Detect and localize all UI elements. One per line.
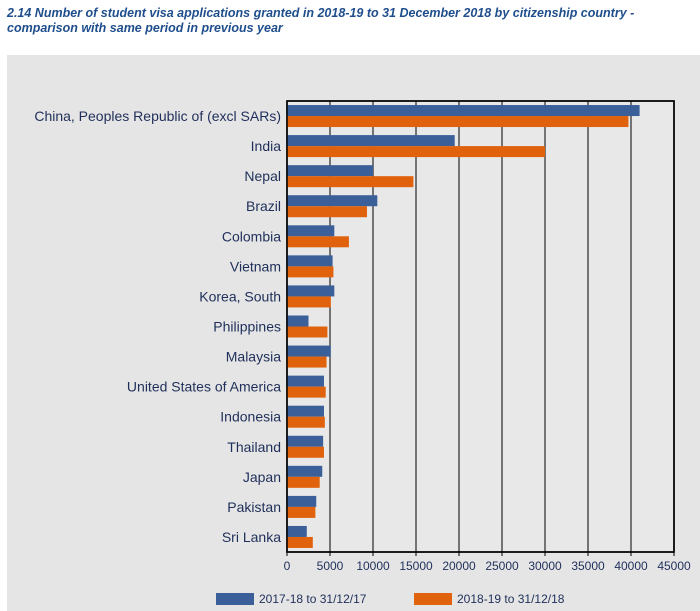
bar-2017-18-10 — [287, 405, 324, 417]
x-tick-label-15000: 15000 — [399, 559, 433, 573]
category-label: India — [251, 138, 282, 154]
category-label: Malaysia — [226, 349, 281, 365]
category-label: Pakistan — [227, 499, 281, 515]
bar-2018-19-1 — [287, 146, 545, 158]
bar-2017-18-0 — [287, 105, 640, 117]
plot-border — [286, 100, 675, 553]
x-tick-label-5000: 5000 — [317, 559, 344, 573]
category-label: Vietnam — [230, 258, 281, 274]
x-tick-label-25000: 25000 — [485, 559, 519, 573]
bar-2018-19-13 — [287, 506, 316, 518]
legend-label-2017-18: 2017-18 to 31/12/17 — [259, 592, 367, 606]
bar-2018-19-3 — [287, 206, 367, 218]
x-tick-label-30000: 30000 — [528, 559, 562, 573]
bar-2018-19-11 — [287, 446, 324, 458]
category-label: Thailand — [227, 439, 281, 455]
bar-2017-18-2 — [287, 165, 373, 177]
legend-swatch-2017-18 — [216, 593, 254, 605]
bar-2017-18-12 — [287, 465, 323, 477]
bar-2017-18-9 — [287, 375, 324, 387]
category-label: Indonesia — [220, 409, 281, 425]
bar-2018-19-8 — [287, 356, 327, 368]
legend-swatch-2018-19 — [414, 593, 452, 605]
bar-2017-18-1 — [287, 135, 455, 147]
bar-2018-19-7 — [287, 326, 328, 338]
category-label: Korea, South — [199, 288, 281, 304]
bar-2017-18-14 — [287, 525, 307, 537]
legend-item-2018-19: 2018-19 to 31/12/18 — [414, 592, 564, 606]
bar-2018-19-5 — [287, 266, 334, 278]
x-tick-label-35000: 35000 — [571, 559, 605, 573]
bar-2017-18-3 — [287, 195, 378, 207]
x-tick-label-40000: 40000 — [614, 559, 648, 573]
category-label: Japan — [243, 469, 281, 485]
category-label: China, Peoples Republic of (excl SARs) — [34, 108, 281, 124]
category-label: Colombia — [222, 228, 281, 244]
category-label: Nepal — [244, 168, 281, 184]
category-label: United States of America — [127, 379, 281, 395]
bar-2018-19-14 — [287, 536, 313, 548]
bar-2017-18-11 — [287, 435, 324, 447]
x-tick-label-45000: 45000 — [657, 559, 691, 573]
bar-2018-19-6 — [287, 296, 331, 308]
bar-2017-18-5 — [287, 255, 333, 267]
bar-2017-18-4 — [287, 225, 335, 237]
bar-2017-18-8 — [287, 345, 331, 357]
chart-title: 2.14 Number of student visa applications… — [7, 6, 635, 35]
bar-2018-19-12 — [287, 476, 320, 488]
bar-2018-19-10 — [287, 416, 325, 428]
category-label: Brazil — [246, 198, 281, 214]
bar-2018-19-0 — [287, 116, 629, 128]
legend-label-2018-19: 2018-19 to 31/12/18 — [457, 592, 565, 606]
bar-2017-18-7 — [287, 315, 309, 327]
bar-2018-19-9 — [287, 386, 326, 398]
x-tick-label-20000: 20000 — [442, 559, 476, 573]
category-label: Philippines — [213, 319, 281, 335]
x-tick-label-10000: 10000 — [356, 559, 390, 573]
x-tick-label-0: 0 — [284, 559, 291, 573]
bar-2017-18-13 — [287, 495, 317, 507]
bar-2018-19-2 — [287, 176, 414, 188]
legend-item-2017-18: 2017-18 to 31/12/17 — [216, 592, 366, 606]
bar-2018-19-4 — [287, 236, 349, 248]
category-label: Sri Lanka — [222, 529, 281, 545]
bar-2017-18-6 — [287, 285, 335, 297]
